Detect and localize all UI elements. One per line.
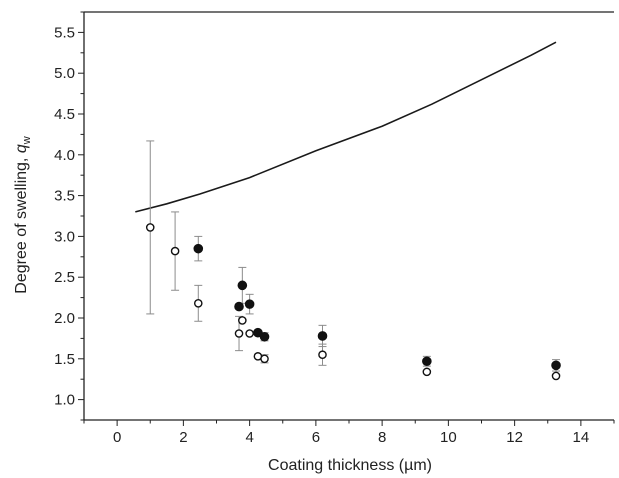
filled-data-point [234, 301, 244, 312]
x-tick-label: 6 [312, 429, 320, 446]
axes [83, 11, 614, 421]
open-data-point [551, 371, 561, 381]
y-tick-label: 4.0 [54, 147, 75, 164]
x-tick-label: 0 [113, 429, 121, 446]
y-axis-title-subscript: w [21, 136, 33, 145]
marker-layer [145, 223, 561, 381]
x-axis-title: Coating thickness (µm) [268, 457, 432, 474]
y-tick-label: 2.0 [54, 310, 75, 327]
x-tick-label: 12 [506, 429, 523, 446]
filled-data-point [237, 280, 248, 291]
curve-layer [135, 41, 557, 213]
open-data-point [245, 329, 254, 338]
y-tick-label: 5.5 [54, 24, 75, 41]
x-tick-label: 10 [440, 429, 457, 446]
open-data-point [193, 299, 203, 308]
y-tick-label: 5.0 [54, 65, 75, 82]
y-tick-label: 3.5 [54, 188, 75, 205]
filled-data-point [422, 356, 432, 367]
x-tick-label: 8 [378, 429, 386, 446]
y-axis-title-text: Degree of swelling, [13, 153, 30, 294]
open-data-point [260, 354, 269, 364]
filled-data-point [317, 331, 328, 341]
filled-data-point [551, 360, 561, 371]
x-tick-label: 2 [179, 429, 187, 446]
open-data-point [145, 223, 155, 232]
model-curve [135, 41, 557, 213]
filled-data-point [244, 299, 255, 309]
open-data-point [238, 316, 247, 325]
open-data-point [318, 350, 327, 360]
y-tick-label: 4.5 [54, 106, 75, 123]
y-axis-title-symbol: q [13, 144, 30, 153]
y-tick-label: 1.0 [54, 392, 75, 409]
x-tick-label: 4 [245, 429, 253, 446]
tick-labels: 0 2 4 6 8 10 12 14 1.0 1.5 2.0 2.5 3.0 3.5 4.0 4.5 5.0 5.… [54, 24, 589, 446]
ticks [78, 11, 615, 426]
open-data-point [234, 329, 244, 338]
filled-data-point [193, 243, 204, 254]
open-data-point [422, 367, 432, 377]
y-tick-label: 2.5 [54, 269, 75, 286]
y-tick-label: 3.0 [54, 228, 75, 245]
filled-data-point [259, 331, 270, 342]
errorbar-layer [146, 140, 561, 372]
y-tick-label: 1.5 [54, 351, 75, 368]
x-tick-label: 14 [573, 429, 590, 446]
open-data-point [170, 246, 180, 256]
y-axis-title: Degree of swelling, qw [13, 136, 33, 293]
